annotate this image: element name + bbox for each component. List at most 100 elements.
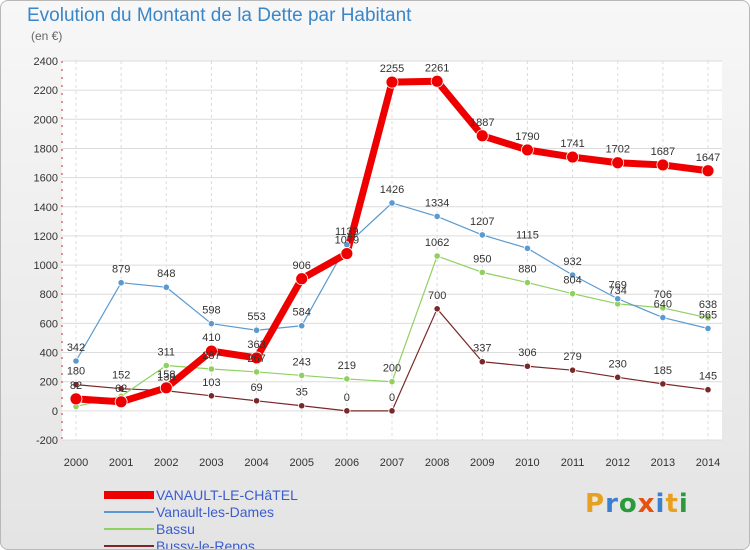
- data-point: [162, 283, 170, 291]
- x-tick-label: 2005: [289, 457, 313, 469]
- y-tick-label: 1600: [34, 173, 58, 185]
- data-point: [250, 351, 263, 365]
- y-tick-label: 1200: [34, 231, 58, 243]
- y-tick-label: 1000: [34, 260, 58, 272]
- data-point: [478, 268, 486, 276]
- chart-subtitle: (en €): [31, 29, 63, 43]
- data-label: 287: [202, 350, 220, 362]
- y-tick-label: 1800: [34, 143, 58, 155]
- y-tick-label: 2000: [34, 114, 58, 126]
- x-tick-label: 2012: [605, 457, 629, 469]
- data-point: [388, 407, 396, 415]
- data-label: 62: [115, 383, 127, 395]
- data-point: [385, 75, 399, 89]
- data-point: [475, 129, 489, 143]
- data-label: 906: [293, 260, 311, 272]
- data-label: 279: [563, 351, 581, 363]
- x-tick-label: 2010: [515, 457, 539, 469]
- data-label: 769: [609, 280, 627, 292]
- data-point: [207, 365, 216, 373]
- data-label: 180: [67, 366, 85, 378]
- data-label: 879: [112, 264, 130, 276]
- data-label: 1115: [516, 229, 539, 241]
- data-point: [430, 74, 444, 88]
- logo-letter: t: [665, 489, 679, 519]
- data-point: [72, 357, 80, 365]
- data-label: 0: [389, 392, 395, 404]
- data-point: [295, 272, 309, 286]
- data-point: [659, 380, 667, 388]
- x-tick-label: 2013: [651, 457, 675, 469]
- data-label: 311: [158, 347, 176, 359]
- data-point: [704, 324, 712, 333]
- y-tick-label: 0: [52, 406, 58, 418]
- y-tick-label: 2200: [34, 85, 58, 97]
- data-point: [433, 212, 441, 220]
- data-point: [611, 156, 625, 170]
- logo-letter: r: [605, 489, 619, 519]
- data-label: 880: [518, 264, 536, 276]
- y-tick-label: 400: [40, 348, 58, 360]
- y-tick-label: 200: [40, 377, 58, 389]
- data-label: 267: [247, 353, 265, 365]
- data-point: [252, 397, 261, 405]
- data-point: [659, 304, 667, 312]
- data-label: 410: [202, 332, 220, 344]
- data-label: 700: [428, 290, 446, 302]
- data-label: 1741: [560, 138, 584, 150]
- data-label: 553: [247, 311, 265, 323]
- data-point: [614, 373, 622, 381]
- x-tick-label: 2001: [109, 457, 133, 469]
- data-label: 638: [699, 299, 717, 311]
- data-label: 706: [654, 289, 672, 301]
- data-label: 1079: [335, 235, 359, 247]
- data-label: 1887: [470, 117, 494, 129]
- proxiti-logo: Proxiti: [585, 489, 689, 519]
- data-label: 158: [157, 369, 175, 381]
- data-point: [340, 247, 354, 260]
- data-label: 932: [563, 256, 581, 268]
- data-point: [252, 368, 261, 376]
- logo-letter: i: [655, 489, 666, 519]
- data-point: [207, 320, 216, 328]
- data-point: [252, 326, 261, 334]
- data-label: 219: [338, 360, 356, 372]
- data-label: 69: [250, 382, 262, 394]
- data-label: 0: [344, 392, 350, 404]
- data-point: [343, 375, 351, 383]
- logo-letter: o: [618, 489, 638, 519]
- x-tick-label: 2009: [470, 457, 494, 469]
- y-tick-label: 600: [40, 318, 58, 330]
- x-tick-label: 2007: [380, 457, 404, 469]
- data-point: [566, 150, 579, 164]
- data-point: [388, 378, 396, 386]
- data-label: 1062: [425, 237, 449, 249]
- data-label: 145: [699, 371, 717, 383]
- data-point: [656, 158, 670, 172]
- data-point: [117, 279, 125, 287]
- data-point: [568, 366, 577, 374]
- data-point: [388, 199, 396, 207]
- data-label: 342: [67, 342, 85, 354]
- data-point: [205, 344, 218, 358]
- legend-label: VANAULT-LE-CHâTEL: [156, 487, 298, 503]
- data-label: 138: [157, 372, 175, 384]
- data-label: 734: [609, 285, 627, 297]
- data-point: [207, 392, 216, 400]
- data-point: [568, 271, 577, 279]
- data-label: 804: [563, 275, 581, 287]
- data-label: 306: [518, 347, 536, 359]
- data-point: [659, 313, 667, 322]
- data-label: 82: [70, 380, 82, 392]
- data-point: [343, 407, 351, 415]
- logo-letter: x: [637, 489, 656, 519]
- data-label: 1647: [696, 152, 720, 164]
- data-label: 1207: [470, 216, 494, 228]
- data-point: [478, 358, 486, 366]
- data-label: 1426: [380, 184, 404, 196]
- data-label: 103: [202, 377, 220, 389]
- data-point: [117, 385, 125, 393]
- data-point: [433, 252, 441, 260]
- data-point: [523, 278, 532, 287]
